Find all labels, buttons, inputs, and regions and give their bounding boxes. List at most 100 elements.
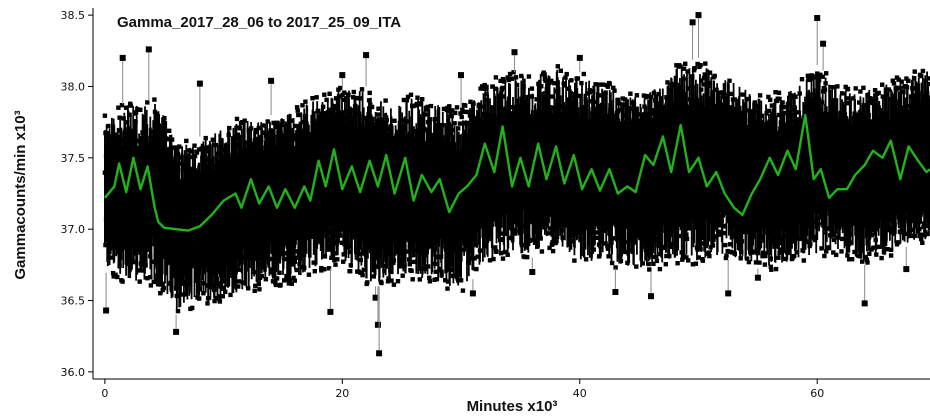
raw-data-point (831, 250, 836, 255)
raw-data-point (723, 255, 729, 261)
raw-data-point (214, 295, 219, 301)
raw-data-point (174, 151, 179, 156)
raw-data-point (279, 122, 284, 128)
raw-data-point (691, 98, 697, 103)
raw-data-point (592, 106, 597, 111)
raw-data-point (151, 279, 156, 285)
raw-data-point (327, 111, 332, 116)
raw-data-point (199, 146, 204, 151)
raw-data-point (826, 245, 832, 251)
raw-data-point (640, 261, 645, 266)
raw-data-point (558, 68, 563, 73)
raw-data-point (923, 223, 929, 229)
raw-data-point (292, 259, 297, 264)
raw-data-point (164, 136, 169, 141)
raw-data-point (830, 232, 835, 238)
raw-data-point (259, 137, 264, 143)
raw-data-point (861, 85, 866, 90)
raw-data-point (345, 241, 350, 246)
raw-data-point (383, 98, 388, 103)
raw-data-point (795, 110, 801, 115)
raw-data-point (391, 260, 396, 265)
raw-data-point (128, 103, 133, 108)
raw-data-point (856, 234, 861, 239)
raw-data-point (459, 114, 464, 120)
raw-data-point (201, 281, 206, 286)
raw-data-point (698, 63, 703, 68)
raw-data-point (927, 221, 930, 226)
raw-data-point (378, 117, 384, 122)
plot-area (102, 12, 930, 357)
raw-data-point (730, 250, 735, 255)
raw-data-point (785, 248, 791, 254)
raw-data-point (257, 287, 262, 292)
raw-data-point (181, 292, 187, 297)
raw-data-point (861, 103, 867, 108)
raw-data-point (336, 117, 341, 122)
raw-data-point (911, 76, 917, 81)
raw-data-point (503, 117, 509, 122)
raw-data-point (251, 269, 257, 275)
raw-data-point (649, 117, 654, 122)
raw-data-point (424, 107, 429, 112)
raw-data-point (620, 96, 625, 101)
raw-data-point (674, 228, 680, 233)
raw-data-point (845, 86, 851, 92)
raw-data-point (576, 93, 582, 99)
raw-data-point (133, 119, 138, 125)
raw-data-point (299, 252, 305, 258)
raw-data-point (294, 267, 299, 273)
raw-data-point (194, 149, 200, 154)
raw-data-point (751, 249, 756, 254)
raw-data-point (824, 71, 829, 76)
raw-data-point (695, 61, 700, 67)
raw-data-point (521, 84, 526, 89)
raw-data-point (699, 107, 704, 112)
raw-data-point (680, 89, 685, 94)
raw-data-point (206, 164, 211, 169)
raw-data-point (541, 70, 546, 75)
raw-data-point (569, 78, 574, 83)
raw-data-point (920, 68, 926, 74)
raw-data-point (425, 104, 430, 110)
raw-data-point (374, 239, 379, 244)
raw-data-point (149, 129, 155, 134)
raw-data-point (326, 266, 332, 271)
raw-data-point (628, 106, 633, 111)
raw-data-point (256, 125, 261, 131)
raw-data-point (120, 279, 125, 284)
raw-data-point (288, 130, 293, 135)
raw-data-point (583, 257, 589, 262)
raw-data-point (888, 253, 894, 258)
outlier-point (374, 321, 381, 328)
raw-data-point (188, 154, 194, 160)
raw-data-point (292, 278, 297, 283)
raw-data-point (217, 281, 222, 286)
raw-data-point (872, 88, 878, 93)
raw-data-point (717, 232, 722, 237)
raw-data-point (501, 94, 506, 99)
raw-data-point (351, 95, 356, 100)
raw-data-point (448, 267, 454, 272)
raw-data-point (849, 257, 855, 262)
y-tick-label: 36.5 (61, 295, 86, 308)
raw-data-point (265, 119, 270, 124)
raw-data-point (793, 94, 798, 99)
raw-data-point (713, 234, 718, 240)
raw-data-point (890, 78, 895, 83)
raw-data-point (719, 90, 724, 95)
raw-data-point (310, 126, 316, 132)
raw-data-point (661, 244, 667, 250)
raw-data-point (411, 103, 416, 109)
raw-data-point (466, 132, 471, 138)
raw-data-point (343, 245, 349, 250)
raw-data-point (668, 241, 674, 247)
raw-data-point (712, 73, 717, 79)
raw-data-point (374, 122, 379, 127)
raw-data-point (317, 115, 323, 120)
raw-data-point (702, 72, 707, 77)
raw-data-point (197, 147, 202, 152)
raw-data-point (365, 280, 370, 285)
raw-data-point (156, 124, 162, 129)
raw-data-point (303, 99, 308, 104)
